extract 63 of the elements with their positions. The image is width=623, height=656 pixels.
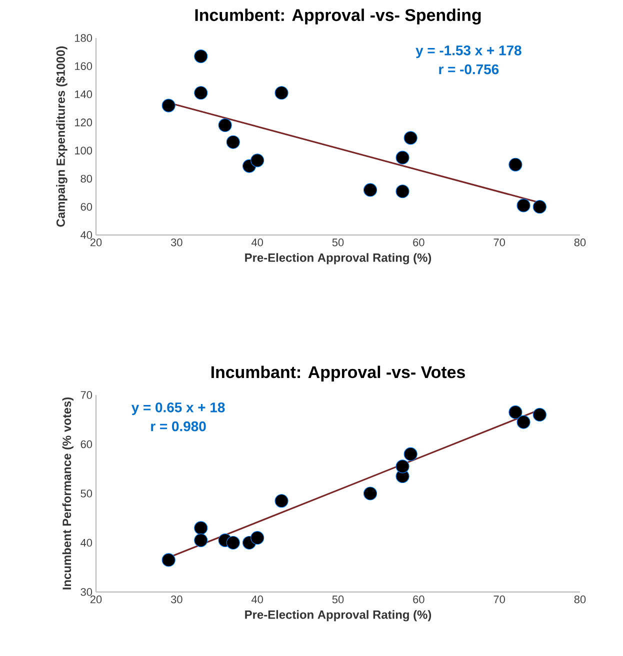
y-tick-label: 50 — [80, 490, 92, 498]
point — [396, 460, 410, 474]
x-tick-label: 40 — [251, 238, 263, 246]
x-tick-label: 80 — [574, 596, 586, 604]
y-axis-title: Campaign Expenditures ($1000) — [56, 46, 68, 227]
x-tick-label: 80 — [574, 238, 586, 246]
point — [508, 158, 522, 172]
point — [194, 521, 208, 535]
y-tick-label: 70 — [80, 391, 92, 399]
annotation: y = 0.65 x + 18 — [131, 402, 225, 416]
point — [218, 118, 232, 132]
point — [363, 486, 378, 500]
x-tick-label: 30 — [170, 238, 182, 246]
point — [274, 86, 288, 100]
point — [363, 183, 378, 197]
y-tick-label: 80 — [80, 174, 92, 183]
x-tick-label: 20 — [90, 596, 102, 604]
x-axis-title: Pre-Election Approval Rating (%) — [245, 253, 432, 264]
point — [516, 198, 530, 212]
y-tick-label: 120 — [75, 118, 92, 126]
x-tick-label: 70 — [494, 596, 505, 604]
point — [162, 98, 176, 112]
y-tick-label: 40 — [80, 538, 92, 547]
point — [396, 150, 410, 164]
x-tick-label: 50 — [332, 596, 344, 604]
y-tick-label: 100 — [75, 146, 92, 154]
point — [508, 405, 522, 420]
point — [194, 86, 208, 100]
annotation: r = 0.980 — [151, 421, 206, 432]
point — [274, 494, 288, 508]
point — [396, 184, 410, 198]
point — [516, 415, 530, 429]
y-tick-label: 40 — [80, 231, 92, 239]
x-tick-label: 40 — [251, 596, 263, 604]
y-tick-label: 60 — [80, 440, 92, 448]
x-tick-label: 60 — [413, 596, 424, 604]
y-tick-label: 30 — [80, 588, 92, 596]
x-tick-label: 30 — [170, 596, 182, 604]
point — [250, 531, 264, 545]
point — [194, 49, 208, 64]
point — [194, 533, 208, 548]
point — [250, 154, 264, 168]
point — [226, 135, 240, 149]
x-tick-label: 20 — [90, 238, 102, 246]
point — [404, 131, 418, 145]
y-tick-label: 160 — [75, 62, 92, 70]
y-tick-label: 140 — [75, 90, 92, 98]
chart-title: Incumbent: Approval -vs- Spending — [195, 8, 481, 24]
annotation: r = -0.756 — [439, 64, 499, 74]
point — [532, 200, 546, 214]
x-tick-label: 70 — [494, 238, 505, 246]
annotation: y = -1.53 x + 178 — [416, 45, 522, 58]
point — [532, 408, 546, 422]
x-tick-label: 50 — [332, 238, 344, 246]
chart-title: Incumbant: Approval -vs- Votes — [211, 366, 465, 382]
y-tick-label: 60 — [80, 202, 92, 211]
y-tick-label: 180 — [75, 34, 92, 42]
point — [162, 553, 176, 567]
x-tick-label: 60 — [413, 238, 424, 246]
x-axis-title: Pre-Election Approval Rating (%) — [245, 610, 432, 622]
y-axis-title: Incumbent Performance (% votes) — [62, 397, 74, 590]
point — [226, 536, 240, 550]
point — [404, 447, 418, 461]
